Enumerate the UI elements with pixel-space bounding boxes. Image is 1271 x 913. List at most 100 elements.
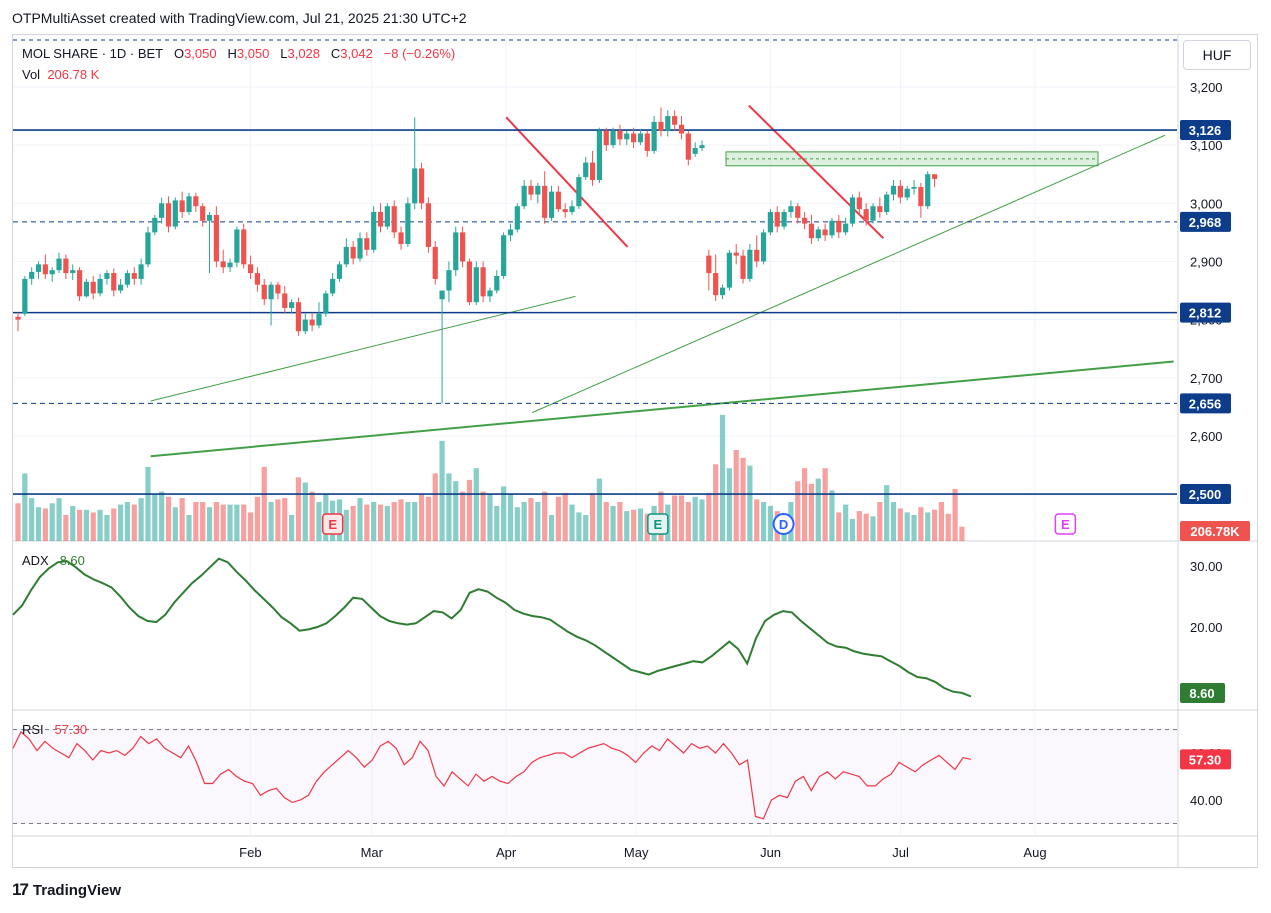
volume-bar	[49, 503, 55, 541]
volume-bar	[542, 491, 548, 541]
dividend-marker	[772, 513, 795, 535]
volume-bar	[836, 512, 842, 541]
chart-area[interactable]	[12, 34, 1258, 868]
open-label: O	[173, 46, 185, 61]
support-trendline	[531, 134, 1166, 414]
volume-bar	[425, 496, 431, 541]
volume-bar	[282, 498, 288, 541]
rsi-tick-label: 40.00	[1190, 793, 1223, 808]
volume-bar	[439, 440, 445, 541]
candle-body	[589, 162, 596, 181]
x-tick-label: Aug	[1023, 845, 1046, 860]
y-tick-label: 3,200	[1190, 80, 1223, 95]
volume-bar	[152, 494, 158, 541]
event-marker-label: E	[328, 517, 337, 532]
volume-bar	[877, 502, 883, 541]
volume-bar	[678, 495, 685, 541]
candle-body	[220, 261, 226, 268]
volume-bar	[589, 492, 596, 541]
volume-bar	[583, 515, 589, 541]
candle-body	[637, 133, 644, 143]
candle-body	[316, 313, 322, 326]
candle-body	[268, 284, 274, 300]
volume-bar	[254, 496, 260, 541]
candle-body	[651, 121, 657, 151]
candle-body	[97, 278, 103, 294]
volume-bar	[234, 504, 240, 541]
candle-body	[856, 197, 862, 210]
volume-bar	[815, 478, 821, 541]
low-label: L	[280, 46, 288, 61]
candle-body	[63, 258, 69, 274]
volume-bar	[870, 516, 876, 541]
volume-bar	[261, 466, 267, 541]
volume-bar	[610, 505, 616, 541]
candle-body	[15, 316, 21, 320]
candle-body	[781, 212, 787, 227]
adx-label: ADX	[22, 553, 49, 568]
volume-bar	[692, 496, 698, 541]
volume-bar	[672, 495, 678, 541]
chart-header: OTPMultiAsset created with TradingView.c…	[12, 10, 467, 26]
volume-bar	[131, 504, 137, 541]
volume-bar	[802, 468, 808, 541]
volume-bar	[849, 518, 856, 541]
change-value: −8 (−0.26%)	[383, 46, 456, 61]
x-tick-label: Feb	[239, 845, 261, 860]
candle-body	[501, 235, 507, 276]
candle-body	[672, 116, 678, 125]
volume-bar	[377, 504, 384, 541]
candle-body	[665, 116, 671, 131]
candle-body	[685, 133, 691, 160]
candle-body	[740, 255, 746, 279]
level-price-tag	[1180, 120, 1231, 141]
candle-body	[254, 273, 260, 285]
candle-body	[494, 275, 500, 291]
volume-bar	[15, 503, 21, 541]
x-tick-label: May	[624, 845, 649, 860]
support-trendline	[150, 360, 1174, 458]
candle-body	[439, 290, 445, 300]
volume-bar	[405, 502, 411, 541]
candle-body	[644, 133, 650, 151]
volume-bar	[200, 502, 206, 541]
candle-body	[159, 203, 165, 218]
candle-body	[719, 287, 726, 296]
high-value: 3,050	[236, 46, 270, 61]
volume-bar	[945, 513, 951, 541]
candle-body	[193, 196, 199, 207]
candle-body	[131, 273, 137, 279]
volume-bar	[193, 502, 199, 541]
volume-bar	[357, 498, 363, 541]
volume-bar	[521, 502, 527, 541]
volume-bar	[897, 508, 903, 541]
level-price-label: 2,500	[1189, 487, 1222, 502]
volume-bar	[856, 511, 862, 541]
volume-value: 206.78 K	[47, 67, 100, 82]
candle-body	[706, 255, 712, 274]
volume-bar	[514, 507, 520, 541]
candle-body	[548, 191, 555, 218]
volume-value-tag	[1180, 521, 1250, 541]
volume-bar	[959, 526, 965, 541]
candle-body	[890, 185, 897, 195]
y-tick-label: 3,100	[1190, 138, 1223, 153]
volume-bar	[309, 491, 315, 541]
volume-value-label: 206.78K	[1190, 524, 1240, 539]
volume-bar	[76, 509, 83, 541]
volume-bar	[754, 499, 760, 541]
volume-bar	[138, 498, 144, 541]
candle-body	[357, 238, 363, 259]
volume-bar	[70, 505, 76, 541]
candle-body	[795, 206, 801, 218]
candle-body	[507, 229, 514, 236]
candle-body	[453, 232, 459, 271]
currency-button[interactable]: HUF	[1183, 40, 1251, 70]
candle-body	[405, 203, 411, 245]
volume-bar	[904, 512, 910, 541]
candle-body	[692, 148, 698, 154]
candle-body	[206, 214, 213, 221]
volume-bar	[42, 508, 48, 541]
volume-bar	[35, 507, 42, 541]
